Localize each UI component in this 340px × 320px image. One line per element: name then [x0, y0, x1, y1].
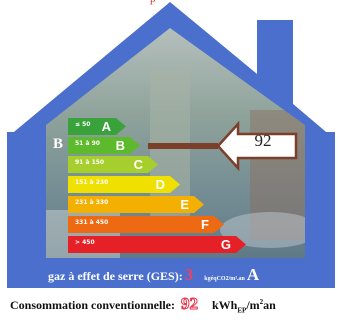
consumption-value: 92 [181, 294, 199, 314]
side-class-letter: B [53, 136, 64, 152]
energy-bar-range: 51 à 90 [75, 140, 100, 147]
energy-bar-b: 51 à 90 B [68, 137, 140, 154]
energy-bar-a: ≤ 50 A [68, 118, 126, 135]
consumption-label: Consommation conventionnelle: [10, 298, 175, 312]
consumption-line: Consommation conventionnelle: 92 kWhEP/m2a… [10, 294, 340, 315]
energy-bar-e: 231 à 330 E [68, 196, 204, 213]
energy-bar-letter: D [155, 177, 165, 192]
house-outline [7, 2, 335, 288]
energy-bar-letter: F [201, 217, 209, 232]
energy-bar-letter: A [101, 119, 111, 134]
energy-bar-letter: B [115, 138, 125, 153]
header-partial-text: p [150, 0, 156, 5]
energy-bar-letter: G [220, 237, 231, 252]
energy-bar-f: 331 à 450 F [68, 216, 224, 233]
energy-bar-c: 91 à 150 C [68, 156, 158, 173]
energy-bar-range: 151 à 230 [75, 179, 109, 186]
energy-bar-letter: E [180, 197, 189, 212]
energy-bar-range: > 450 [75, 239, 95, 246]
ges-line: gaz à effet de serre (GES): 3 kgéqCO2/m².a… [48, 265, 259, 285]
energy-bar-g: > 450 G [68, 236, 246, 253]
value-bar [148, 143, 218, 149]
energy-bar-d: 151 à 230 D [68, 176, 180, 193]
energy-bar-range: ≤ 50 [75, 121, 91, 128]
current-value: 92 [254, 131, 272, 150]
ges-value: 3 [184, 265, 194, 284]
ges-class: A [246, 265, 260, 284]
ges-unit: kgéqCO2/m².an [204, 276, 245, 282]
value-arrow [216, 120, 298, 172]
energy-bar-range: 91 à 150 [75, 159, 105, 166]
consumption-unit: kWhEP/m2an [212, 298, 276, 315]
energy-bar-range: 231 à 330 [75, 199, 109, 206]
ges-label: gaz à effet de serre (GES): [48, 269, 183, 283]
energy-bar-letter: C [133, 157, 143, 172]
energy-bar-range: 331 à 450 [75, 219, 109, 226]
